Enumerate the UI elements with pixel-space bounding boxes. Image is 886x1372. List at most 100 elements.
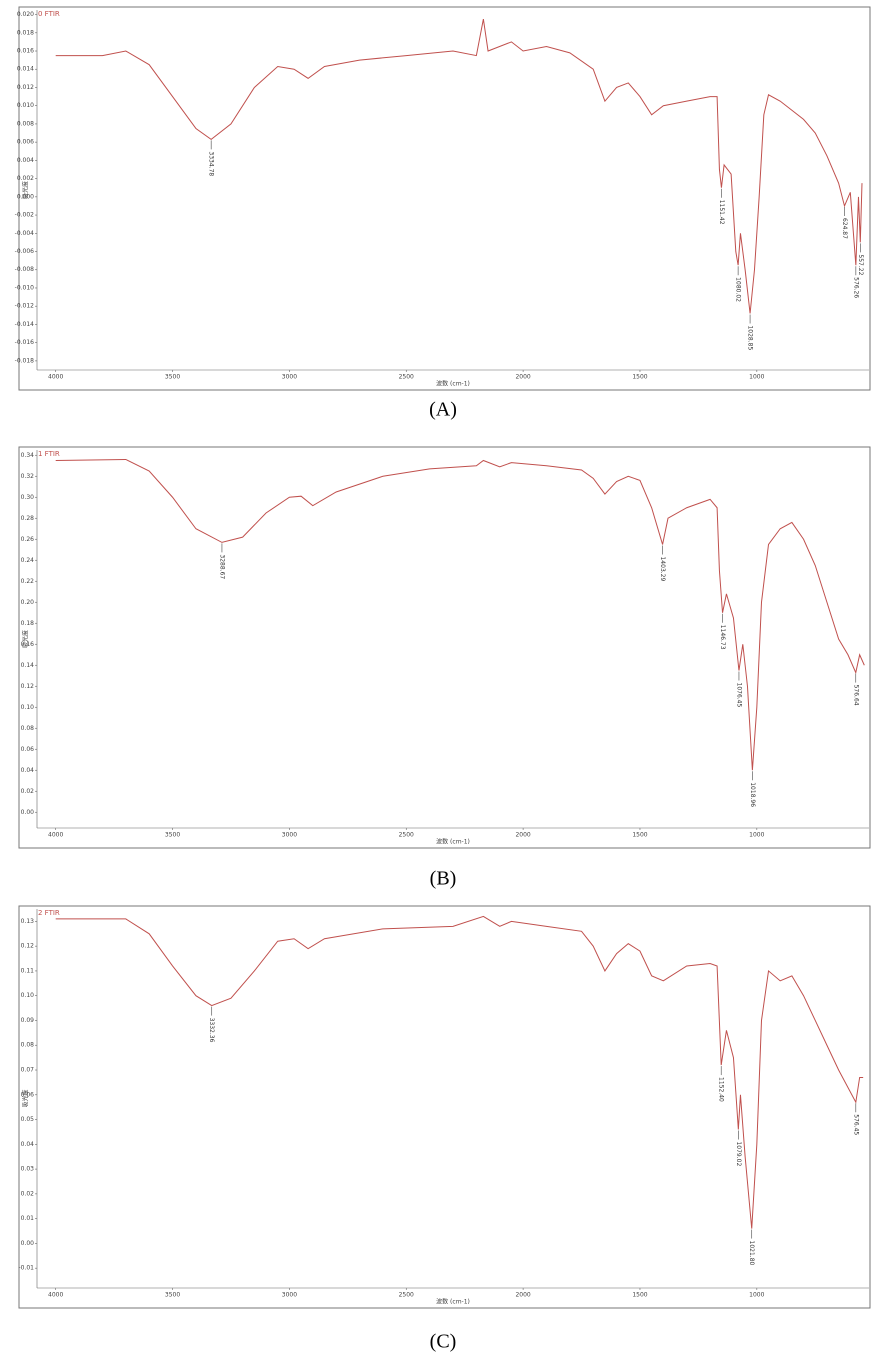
y-tick-label: 0.30 xyxy=(21,494,35,501)
y-tick-label: -0.018 xyxy=(15,357,35,364)
peak-label: 1076.45 xyxy=(735,683,742,708)
x-tick-label: 2500 xyxy=(399,832,414,839)
x-tick-label: 2000 xyxy=(515,832,530,839)
peak-label: 624.87 xyxy=(841,218,848,239)
y-tick-label: -0.016 xyxy=(15,339,35,346)
x-tick-label: 3500 xyxy=(165,1292,180,1299)
peak-label: 1079.02 xyxy=(735,1141,742,1166)
spectrum-line xyxy=(55,458,865,771)
peak-label: 576.26 xyxy=(852,277,859,298)
peak-label: 1146.73 xyxy=(719,625,726,650)
chart-title: 2 FTIR xyxy=(38,909,60,917)
y-tick-label: 0.18 xyxy=(21,620,35,627)
y-tick-label: 0.00 xyxy=(21,1240,35,1247)
y-tick-label: 0.04 xyxy=(21,1141,35,1148)
y-tick-label: 0.04 xyxy=(21,767,35,774)
y-tick-label: 0.20 xyxy=(21,599,35,606)
chart-title: 1 FTIR xyxy=(38,450,60,458)
peak-label: 1403.29 xyxy=(659,557,666,582)
y-tick-label: 0.09 xyxy=(21,1017,35,1024)
y-tick-label: 0.24 xyxy=(21,557,35,564)
y-tick-label: 0.018 xyxy=(17,29,34,36)
x-tick-label: 1500 xyxy=(632,1292,647,1299)
y-tick-label: 0.12 xyxy=(21,943,35,950)
y-tick-label: 0.08 xyxy=(21,1042,35,1049)
y-tick-label: -0.002 xyxy=(15,212,35,219)
y-tick-label: 0.12 xyxy=(21,683,35,690)
x-axis-label: 波数 (cm-1) xyxy=(436,380,470,388)
peak-label: 557.22 xyxy=(857,254,864,275)
panel-frame xyxy=(18,905,871,1309)
y-tick-label: 0.07 xyxy=(21,1067,35,1074)
x-tick-label: 2000 xyxy=(515,1292,530,1299)
y-axis-label: 吸光度 xyxy=(22,630,30,648)
peak-label: 3334.78 xyxy=(208,151,215,176)
y-tick-label: -0.014 xyxy=(15,321,35,328)
x-tick-label: 4000 xyxy=(48,374,63,381)
spectrum-line xyxy=(55,19,863,314)
chart-title: 0 FTIR xyxy=(38,10,60,18)
y-tick-label: -0.01 xyxy=(18,1265,34,1272)
peak-label: 1152.40 xyxy=(718,1077,725,1102)
caption: (B) xyxy=(430,868,457,890)
y-tick-label: 0.26 xyxy=(21,536,35,543)
caption: (A) xyxy=(429,399,457,421)
peak-label: 1021.80 xyxy=(748,1241,755,1266)
x-axis-label: 波数 (cm-1) xyxy=(436,838,470,846)
x-tick-label: 3000 xyxy=(282,374,297,381)
x-tick-label: 1500 xyxy=(632,374,647,381)
x-tick-label: 1000 xyxy=(749,832,764,839)
y-tick-label: 0.14 xyxy=(21,662,35,669)
x-tick-label: 2500 xyxy=(399,1292,414,1299)
y-tick-label: 0.004 xyxy=(17,157,34,164)
x-tick-label: 2000 xyxy=(515,374,530,381)
y-tick-label: 0.016 xyxy=(17,48,34,55)
x-axis-label: 波数 (cm-1) xyxy=(436,1298,470,1306)
x-tick-label: 3000 xyxy=(282,832,297,839)
y-tick-label: 0.03 xyxy=(21,1166,35,1173)
caption: (C) xyxy=(430,1331,457,1353)
y-tick-label: 0.02 xyxy=(21,1190,35,1197)
panel-frame xyxy=(18,6,871,391)
y-tick-label: 0.10 xyxy=(21,992,35,999)
y-tick-label: 0.10 xyxy=(21,704,35,711)
y-tick-label: -0.012 xyxy=(15,303,35,310)
peak-label: 1028.85 xyxy=(747,325,754,350)
peak-label: 1018.96 xyxy=(749,782,756,807)
x-tick-label: 1000 xyxy=(749,1292,764,1299)
peak-label: 3332.36 xyxy=(208,1018,215,1043)
x-tick-label: 1500 xyxy=(632,832,647,839)
y-tick-label: -0.006 xyxy=(15,248,35,255)
y-tick-label: 0.01 xyxy=(21,1215,35,1222)
y-tick-label: 0.13 xyxy=(21,918,35,925)
y-tick-label: -0.004 xyxy=(15,230,35,237)
y-tick-label: 0.000 xyxy=(17,193,34,200)
y-tick-label: 0.020 xyxy=(17,11,34,18)
x-tick-label: 4000 xyxy=(48,1292,63,1299)
y-tick-label: 0.012 xyxy=(17,84,34,91)
y-tick-label: 0.28 xyxy=(21,515,35,522)
peak-label: 1080.02 xyxy=(735,277,742,302)
y-tick-label: 0.22 xyxy=(21,578,35,585)
y-tick-label: 0.010 xyxy=(17,102,34,109)
y-tick-label: 0.05 xyxy=(21,1116,35,1123)
y-axis-label: 吸光度 xyxy=(22,181,30,199)
y-tick-label: 0.02 xyxy=(21,788,35,795)
y-tick-label: 0.00 xyxy=(21,809,35,816)
y-tick-label: 0.08 xyxy=(21,725,35,732)
y-tick-label: 0.014 xyxy=(17,66,34,73)
peak-label: 576.64 xyxy=(852,685,859,706)
peak-label: 1151.42 xyxy=(718,200,725,225)
y-tick-label: 0.34 xyxy=(21,452,35,459)
peak-label: 576.45 xyxy=(852,1114,859,1135)
y-tick-label: 0.002 xyxy=(17,175,34,182)
y-axis-label: 吸光度 xyxy=(22,1089,30,1107)
x-tick-label: 1000 xyxy=(749,374,764,381)
y-tick-label: 0.32 xyxy=(21,473,35,480)
y-tick-label: -0.010 xyxy=(15,284,35,291)
x-tick-label: 3500 xyxy=(165,832,180,839)
y-tick-label: 0.008 xyxy=(17,120,34,127)
